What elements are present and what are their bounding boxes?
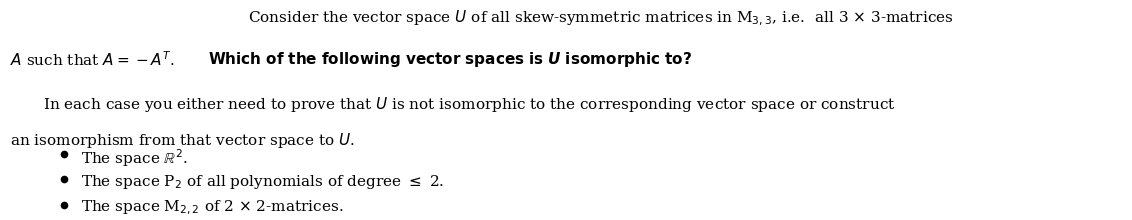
Text: The space P$_2$ of all polynomials of degree $\leq$ 2.: The space P$_2$ of all polynomials of de… xyxy=(80,173,444,191)
Text: The space $\mathbb{R}^2$.: The space $\mathbb{R}^2$. xyxy=(80,147,188,169)
Text: In each case you either need to prove that $U$ is not isomorphic to the correspo: In each case you either need to prove th… xyxy=(43,95,895,114)
Text: Consider the vector space $U$ of all skew-symmetric matrices in M$_{3,3}$, i.e. : Consider the vector space $U$ of all ske… xyxy=(248,9,954,28)
Text: $A$ such that $A = -A^T$.: $A$ such that $A = -A^T$. xyxy=(10,50,174,69)
Text: The space M$_{2,2}$ of 2 $\times$ 2-matrices.: The space M$_{2,2}$ of 2 $\times$ 2-matr… xyxy=(80,199,343,217)
Text: an isomorphism from that vector space to $U$.: an isomorphism from that vector space to… xyxy=(10,131,355,150)
Text: $\mathbf{Which\ of\ the\ following\ vector\ spaces\ is}$ $\boldsymbol{U}$ $\math: $\mathbf{Which\ of\ the\ following\ vect… xyxy=(208,50,692,69)
